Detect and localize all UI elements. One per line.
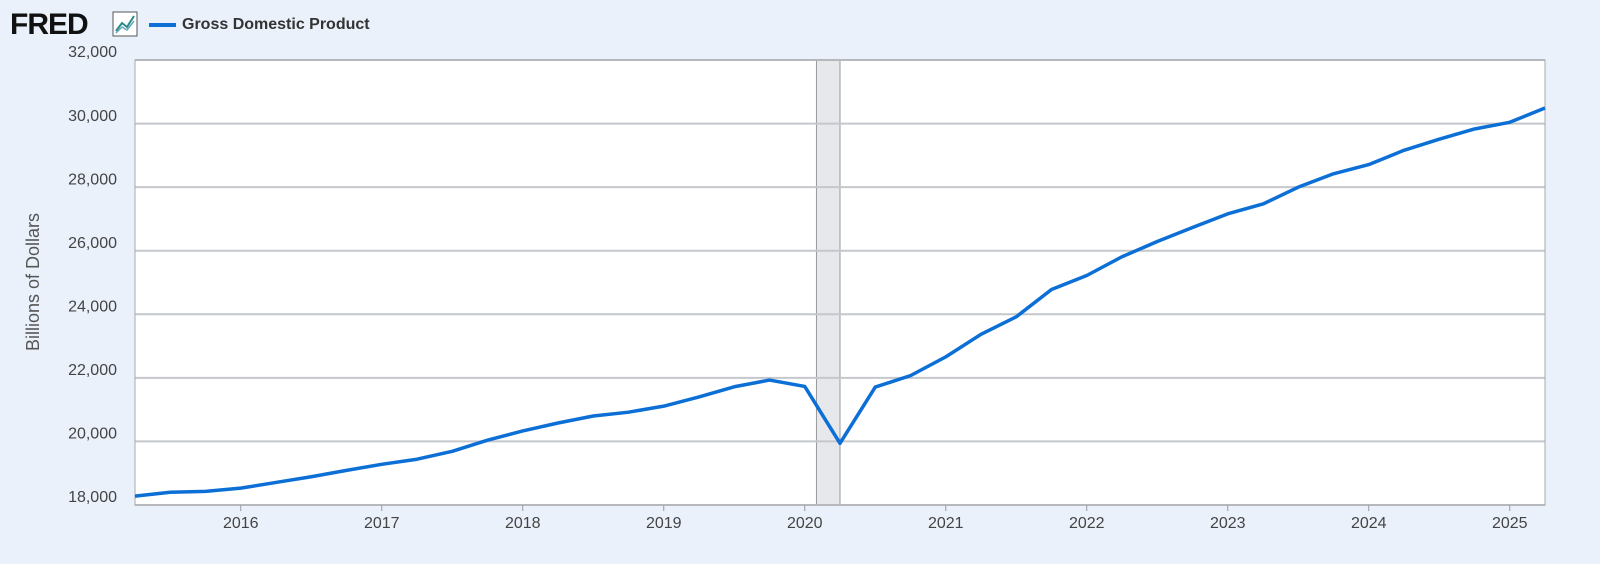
- x-tick-label: 2020: [787, 515, 823, 532]
- y-tick-label: 30,000: [68, 108, 117, 125]
- y-tick-label: 20,000: [68, 426, 117, 443]
- x-tick-label: 2021: [928, 515, 964, 532]
- y-tick-label: 22,000: [68, 362, 117, 379]
- x-tick-label: 2018: [505, 515, 541, 532]
- logo[interactable]: FRED: [10, 8, 89, 41]
- x-tick-label: 2024: [1351, 515, 1387, 532]
- y-tick-label: 32,000: [68, 44, 117, 61]
- logo-icon: [112, 11, 138, 37]
- plot-border: [134, 59, 1546, 506]
- x-tick-label: 2022: [1069, 515, 1105, 532]
- y-tick-label: 24,000: [68, 299, 117, 316]
- x-tick-label: 2023: [1210, 515, 1246, 532]
- x-tick-label: 2019: [646, 515, 682, 532]
- x-tick-label: 2016: [223, 515, 259, 532]
- y-tick-label: 18,000: [68, 489, 117, 506]
- y-axis-title: Billions of Dollars: [23, 213, 43, 351]
- legend-label: Gross Domestic Product: [182, 16, 370, 33]
- y-tick-label: 28,000: [68, 171, 117, 188]
- y-tick-label: 26,000: [68, 235, 117, 252]
- x-tick-label: 2017: [364, 515, 400, 532]
- x-tick-label: 2025: [1492, 515, 1528, 532]
- series-line: [134, 106, 1546, 498]
